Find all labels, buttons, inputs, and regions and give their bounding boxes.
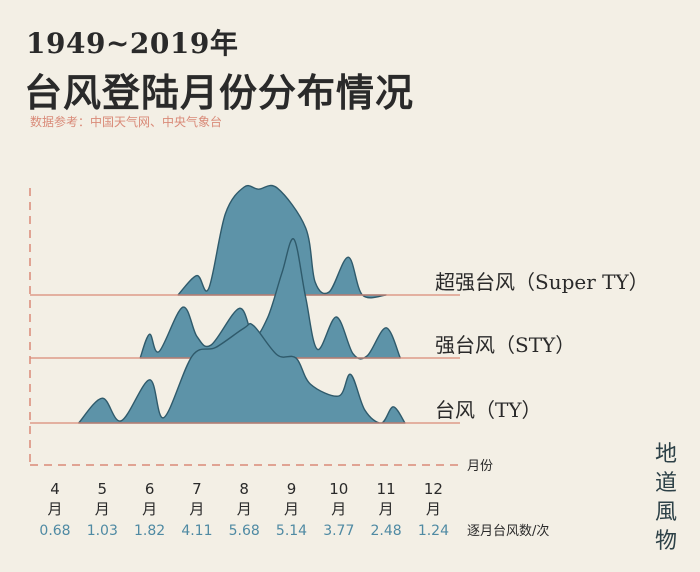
month-tick-number: 5: [98, 480, 108, 498]
watermark-char: 風: [654, 500, 677, 525]
month-tick-suffix: 月: [331, 500, 346, 518]
value-axis-label: 逐月台风数/次: [467, 523, 549, 539]
ridge-area: [177, 184, 387, 299]
month-tick-suffix: 月: [379, 500, 394, 518]
month-tick-suffix: 月: [426, 500, 441, 518]
month-tick-number: 6: [145, 480, 155, 498]
watermark-char: 物: [654, 529, 677, 554]
month-tick-number: 4: [50, 480, 60, 498]
series-label: 强台风（STY）: [435, 333, 575, 357]
title-year: 1949~2019年: [26, 27, 239, 60]
watermark-char: 道: [654, 471, 677, 496]
x-axis-label: 月份: [467, 459, 493, 474]
month-tick-suffix: 月: [47, 500, 62, 518]
month-value-label: 3.77: [323, 523, 354, 539]
month-value-label: 5.14: [276, 523, 307, 539]
month-tick-suffix: 月: [284, 500, 299, 518]
month-value-label: 4.11: [181, 523, 212, 539]
series-label: 台风（TY）: [435, 398, 542, 422]
month-tick-suffix: 月: [189, 500, 204, 518]
month-tick-suffix: 月: [237, 500, 252, 518]
month-value-label: 5.68: [229, 523, 260, 539]
ridge-area: [77, 322, 406, 424]
month-tick-number: 8: [239, 480, 249, 498]
month-value-label: 2.48: [371, 523, 402, 539]
month-value-label: 1.03: [87, 523, 118, 539]
month-tick-number: 7: [192, 480, 202, 498]
month-value-label: 1.82: [134, 523, 165, 539]
month-tick-suffix: 月: [95, 500, 110, 518]
month-value-label: 0.68: [39, 523, 70, 539]
series-label: 超强台风（Super TY）: [435, 270, 649, 294]
month-tick-number: 11: [377, 480, 396, 498]
data-source: 数据参考：中国天气网、中央气象台: [30, 115, 223, 129]
month-value-label: 1.24: [418, 523, 449, 539]
page-title: 台风登陆月份分布情况: [24, 70, 415, 115]
month-tick-number: 12: [424, 480, 443, 498]
watermark-char: 地: [654, 442, 677, 467]
ridge-area: [139, 238, 401, 360]
brand-watermark: 地 道 風 物: [652, 440, 680, 556]
month-tick-number: 10: [329, 480, 348, 498]
month-tick-suffix: 月: [142, 500, 157, 518]
month-tick-number: 9: [287, 480, 297, 498]
